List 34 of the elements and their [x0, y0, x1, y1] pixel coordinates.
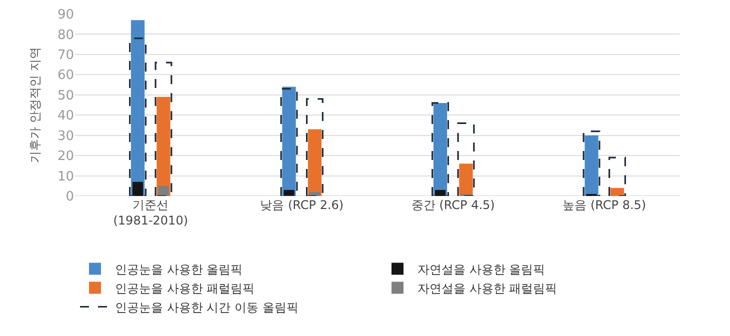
y-tick-label: 60 — [57, 68, 74, 84]
y-tick-label: 70 — [57, 48, 74, 63]
x-tick-label: 낮음 (RCP 2.6) — [260, 198, 344, 212]
bar — [457, 122, 475, 196]
bar — [306, 98, 324, 196]
bar — [130, 20, 145, 196]
bar — [129, 37, 147, 196]
bar — [308, 129, 322, 196]
y-tick-label: 50 — [57, 88, 74, 104]
y-tick-label: 20 — [57, 149, 74, 164]
bar — [459, 164, 473, 196]
y-tick-label: 90 — [57, 8, 74, 23]
y-axis-title: 기후가 안정적인 지역 — [28, 47, 42, 163]
bar — [154, 62, 172, 196]
bar — [610, 188, 624, 196]
x-tick-label: 기준선 (1981-2010) — [113, 198, 188, 228]
legend-label: 자연설을 사용한 패럴림픽 — [418, 281, 558, 296]
y-tick-label: 10 — [57, 169, 74, 184]
y-tick-label: 30 — [57, 128, 74, 144]
bar — [608, 156, 626, 196]
y-tick-label: 80 — [57, 28, 74, 43]
bar — [582, 130, 600, 196]
legend-label: 인공눈을 사용한 올림픽 — [115, 262, 243, 276]
bar — [158, 186, 169, 196]
bar — [156, 96, 170, 196]
legend-label: 자연설을 사용한 올림픽 — [418, 262, 546, 276]
x-tick-label: 중간 (RCP 4.5) — [411, 198, 495, 212]
y-tick-label: 40 — [57, 108, 74, 124]
y-tick-label: 0 — [66, 190, 74, 205]
legend-label: 인공눈을 사용한 패럴림픽 — [115, 281, 255, 296]
legend-label: 인공눈을 사용한 시간 이동 올림픽 — [115, 300, 298, 314]
bar — [434, 190, 446, 196]
x-tick-label: 높음 (RCP 8.5) — [562, 198, 646, 212]
bar — [132, 182, 144, 196]
